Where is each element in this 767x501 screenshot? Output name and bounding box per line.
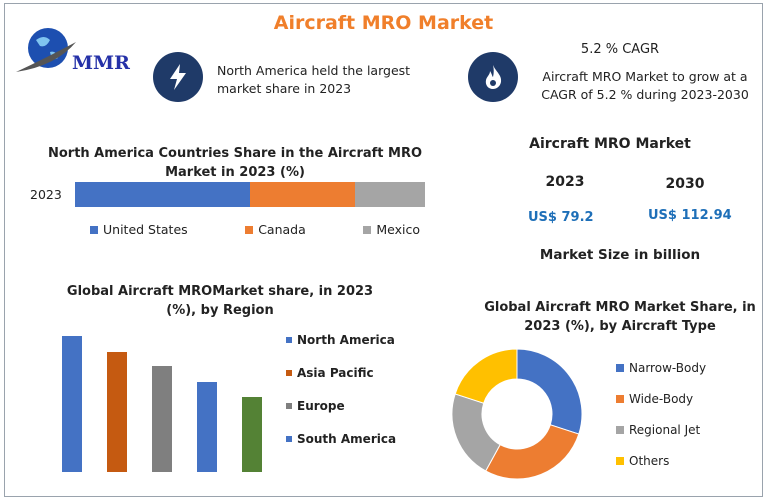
stacked-chart-title: North America Countries Share in the Air… xyxy=(47,146,423,180)
flame-icon xyxy=(468,52,518,102)
infographic-frame xyxy=(4,3,763,497)
stacked-category-label: 2023 xyxy=(30,187,62,202)
stacked-segment-united-states xyxy=(75,182,250,207)
aircraft-type-donut xyxy=(451,348,583,480)
donut-slice-others xyxy=(454,348,518,404)
legend-europe: Europe xyxy=(286,399,396,413)
legend-asia-pacific: Asia Pacific xyxy=(286,366,396,380)
legend-south-america: South America xyxy=(286,432,396,446)
legend-regional-jet: Regional Jet xyxy=(616,423,706,437)
region-bar-2 xyxy=(152,366,172,472)
value-2030: US$ 112.94 xyxy=(648,208,732,223)
cagr-text: Aircraft MRO Market to grow at a CAGR of… xyxy=(541,69,749,102)
stacked-legend: United States Canada Mexico xyxy=(90,222,420,237)
value-2023: US$ 79.2 xyxy=(528,210,594,225)
highlight-text-1: North America held the largest market sh… xyxy=(217,63,411,96)
legend-canada: Canada xyxy=(245,222,306,237)
region-bar-3 xyxy=(197,382,217,472)
region-chart-title: Global Aircraft MROMarket share, in 2023… xyxy=(66,284,374,318)
market-size-heading: Aircraft MRO Market xyxy=(529,136,691,152)
legend-narrow-body: Narrow-Body xyxy=(616,361,706,375)
cagr-heading: 5.2 % CAGR xyxy=(580,42,660,57)
legend-wide-body: Wide-Body xyxy=(616,392,706,406)
year-2023: 2023 xyxy=(545,174,585,190)
mmr-logo: MMR xyxy=(14,22,144,82)
region-bar-1 xyxy=(107,352,127,472)
stacked-segment-canada xyxy=(250,182,355,207)
region-bar-chart xyxy=(62,336,262,472)
market-size-unit: Market Size in billion xyxy=(539,247,701,263)
region-legend: North America Asia Pacific Europe South … xyxy=(286,333,396,446)
region-bar-0 xyxy=(62,336,82,472)
donut-slice-wide-body xyxy=(485,424,580,480)
legend-north-america: North America xyxy=(286,333,396,347)
legend-mexico: Mexico xyxy=(363,222,420,237)
donut-slice-narrow-body xyxy=(516,348,583,435)
stacked-bar xyxy=(75,182,425,207)
legend-others: Others xyxy=(616,454,706,468)
legend-united-states: United States xyxy=(90,222,188,237)
donut-chart-title: Global Aircraft MRO Market Share, in 202… xyxy=(484,300,756,334)
donut-legend: Narrow-Body Wide-Body Regional Jet Other… xyxy=(616,361,706,468)
year-2030: 2030 xyxy=(665,176,705,192)
globe-icon xyxy=(16,28,76,72)
lightning-icon xyxy=(153,52,203,102)
page-title: Aircraft MRO Market xyxy=(273,12,494,34)
region-bar-4 xyxy=(242,397,262,472)
logo-text: MMR xyxy=(72,52,130,74)
stacked-segment-mexico xyxy=(355,182,425,207)
